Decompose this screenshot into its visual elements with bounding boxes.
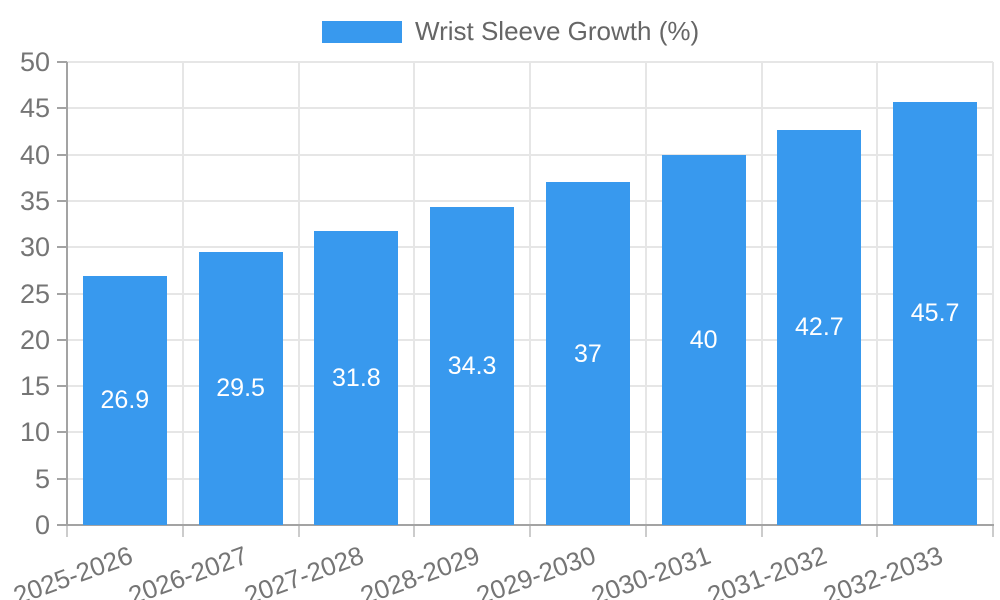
y-tick-label: 45 (19, 93, 50, 124)
y-tick-mark (57, 385, 67, 388)
x-gridline (644, 62, 647, 525)
y-tick-label: 0 (34, 510, 50, 540)
x-gridline (760, 62, 763, 525)
y-tick-label: 40 (19, 139, 50, 170)
legend-item[interactable]: Wrist Sleeve Growth (%) (322, 16, 699, 47)
bar-value-label: 31.8 (332, 363, 381, 392)
y-tick-mark (57, 246, 67, 249)
x-tick-label: 2025-2026 (8, 539, 137, 600)
bar[interactable] (430, 207, 515, 525)
y-tick-label: 5 (34, 463, 50, 494)
x-tick-label: 2028-2029 (356, 539, 484, 600)
bar-value-label: 29.5 (216, 374, 265, 403)
y-tick-label: 35 (19, 185, 50, 216)
x-tick-label: 2027-2028 (240, 539, 368, 600)
x-tick-label: 2032-2033 (819, 539, 947, 600)
x-tick-mark (876, 525, 879, 537)
x-gridline (992, 62, 994, 525)
y-tick-mark (57, 61, 67, 63)
x-tick-mark (297, 525, 300, 537)
x-tick-mark (644, 525, 647, 537)
y-tick-label: 25 (19, 278, 50, 309)
bar[interactable] (893, 101, 978, 525)
x-tick-label: 2031-2032 (703, 539, 831, 600)
x-gridline (297, 62, 300, 525)
x-gridline (181, 62, 184, 525)
bar[interactable] (314, 230, 399, 525)
x-tick-mark (992, 525, 994, 537)
x-gridline (413, 62, 416, 525)
x-tick-mark (181, 525, 184, 537)
y-tick-label: 20 (19, 324, 50, 355)
bar-value-label: 26.9 (100, 386, 150, 415)
x-tick-mark (529, 525, 531, 537)
bar-value-label: 34.3 (447, 352, 497, 381)
y-tick-mark (57, 524, 67, 526)
x-tick-label: 2029-2030 (471, 539, 600, 600)
y-tick-mark (57, 199, 67, 202)
x-gridline (876, 62, 879, 525)
y-tick-mark (57, 431, 67, 434)
y-axis-line (66, 62, 68, 525)
bar[interactable] (545, 182, 630, 525)
x-gridline (529, 62, 531, 525)
bar[interactable] (777, 129, 862, 525)
bar-value-label: 40 (689, 325, 718, 354)
y-tick-label: 30 (19, 232, 50, 263)
y-tick-mark (57, 107, 67, 110)
y-tick-mark (57, 292, 67, 295)
bar[interactable] (82, 275, 167, 525)
x-axis-line (66, 524, 994, 526)
bar[interactable] (198, 251, 283, 525)
legend-label: Wrist Sleeve Growth (%) (415, 16, 700, 46)
bar-value-label: 45.7 (910, 299, 960, 328)
y-tick-mark (57, 338, 67, 341)
y-tick-label: 10 (19, 417, 50, 448)
x-tick-mark (760, 525, 763, 537)
y-tick-label: 15 (19, 371, 50, 402)
bar-value-label: 37 (573, 339, 602, 368)
x-tick-mark (66, 525, 68, 537)
y-tick-mark (57, 477, 67, 480)
y-tick-label: 50 (19, 47, 50, 77)
x-tick-label: 2030-2031 (587, 539, 715, 600)
y-tick-mark (57, 153, 67, 156)
legend-swatch (322, 20, 402, 43)
bar[interactable] (661, 154, 746, 525)
x-tick-mark (413, 525, 416, 537)
bar-value-label: 42.7 (795, 313, 844, 342)
x-tick-label: 2026-2027 (124, 539, 252, 600)
